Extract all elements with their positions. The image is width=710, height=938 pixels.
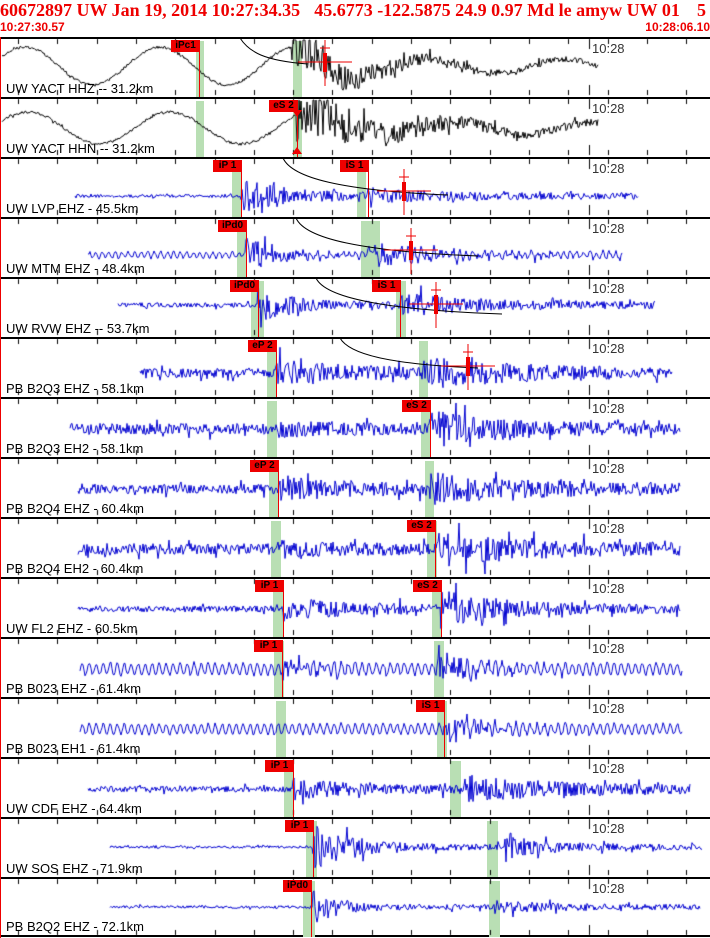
trace-panel-12[interactable]: iS 1 PB B023 EH1 - 61.4km 10:28: [0, 697, 710, 757]
pick-time-line: [430, 412, 431, 457]
pick-flag-eS-2[interactable]: eS 2: [269, 100, 298, 112]
pick-time-line: [444, 712, 445, 757]
phase-window-band: [293, 41, 302, 97]
minute-tick-label: 10:28: [592, 341, 625, 356]
trace-panel-10[interactable]: iP 1 eS 2 UW FL2 EHZ - 60.5km 10:28: [0, 577, 710, 637]
minute-tick-label: 10:28: [592, 221, 625, 236]
phase-window-band: [489, 881, 500, 937]
pick-flag-iS-1[interactable]: iS 1: [372, 280, 401, 292]
trace-panel-11[interactable]: iP 1 PB B023 EHZ - 61.4km 10:28: [0, 637, 710, 697]
pick-time-line: [368, 172, 369, 217]
pick-time-line: [435, 532, 436, 577]
phase-window-band: [267, 401, 277, 457]
pick-time-line: [311, 892, 312, 937]
pick-flag-iP-1[interactable]: iP 1: [213, 160, 242, 172]
pick-time-line: [297, 112, 298, 157]
trace-panel-7[interactable]: eS 2 PB B2Q3 EH2 - 58.1km 10:28: [0, 397, 710, 457]
phase-window-band: [425, 461, 434, 517]
station-label: PB B023 EH1 - 61.4km: [6, 741, 141, 756]
pick-flag-eS-2[interactable]: eS 2: [402, 400, 431, 412]
phase-window-band: [450, 761, 461, 817]
minute-tick-label: 10:28: [592, 401, 625, 416]
trace-panel-8[interactable]: eP 2 PB B2Q4 EHZ - 60.4km 10:28: [0, 457, 710, 517]
pick-time-line: [258, 292, 259, 337]
station-label: PB B2Q4 EH2 - 60.4km: [6, 561, 144, 576]
phase-window-band: [487, 821, 498, 877]
minute-tick-label: 10:28: [592, 581, 625, 596]
trace-panel-13[interactable]: iP 1 UW CDF EHZ - 64.4km 10:28: [0, 757, 710, 817]
trace-panel-2[interactable]: eS 2 UW YACT HHN -- 31.2km 10:28: [0, 97, 710, 157]
pick-flag-eS-2[interactable]: eS 2: [413, 580, 442, 592]
minute-tick-label: 10:28: [592, 521, 625, 536]
station-label: UW FL2 EHZ - 60.5km: [6, 621, 138, 636]
pick-time-line: [241, 172, 242, 217]
pick-flag-eP-2[interactable]: eP 2: [248, 340, 277, 352]
pick-time-line: [283, 592, 284, 637]
trace-panel-3[interactable]: iP 1 iS 1 UW LVP EHZ - 45.5km 10:28: [0, 157, 710, 217]
pick-time-line: [246, 232, 247, 277]
station-label: UW CDF EHZ - 64.4km: [6, 801, 142, 816]
pick-time-line: [199, 52, 200, 97]
pick-flag-iPd0[interactable]: iPd0: [283, 880, 312, 892]
station-label: UW YACT HHN -- 31.2km: [6, 141, 155, 156]
pick-flag-iS-1[interactable]: iS 1: [416, 700, 445, 712]
pick-flag-eS-2[interactable]: eS 2: [407, 520, 436, 532]
minute-tick-label: 10:28: [592, 281, 625, 296]
pick-time-line: [278, 472, 279, 517]
station-label: UW YACT HHZ -- 31.2km: [6, 81, 154, 96]
phase-window-band: [419, 341, 428, 397]
pick-flag-iPd0[interactable]: iPd0: [230, 280, 259, 292]
trace-panel-1[interactable]: iPc1 UW YACT HHZ -- 31.2km 10:28: [0, 37, 710, 97]
phase-window-band: [196, 101, 204, 157]
minute-tick-label: 10:28: [592, 821, 625, 836]
minute-tick-label: 10:28: [592, 881, 625, 896]
trace-panel-9[interactable]: eS 2 PB B2Q4 EH2 - 60.4km 10:28: [0, 517, 710, 577]
station-label: PB B2Q3 EHZ - 58.1km: [6, 381, 144, 396]
pick-time-line: [282, 652, 283, 697]
phase-window-band: [361, 221, 380, 277]
phase-window-band: [271, 521, 281, 577]
phase-window-band: [434, 641, 444, 697]
pick-flag-eP-2[interactable]: eP 2: [250, 460, 279, 472]
station-label: UW LVP EHZ - 45.5km: [6, 201, 139, 216]
pick-time-line: [441, 592, 442, 637]
station-label: UW MTM EHZ - 48.4km: [6, 261, 145, 276]
minute-tick-label: 10:28: [592, 641, 625, 656]
window-start-cursor: [0, 37, 1, 938]
trace-panel-5[interactable]: iPd0 iS 1 UW RVW EHZ -- 53.7km 10:28: [0, 277, 710, 337]
trace-panel-15[interactable]: iPd0 PB B2Q2 EHZ - 72.1km 10:28: [0, 877, 710, 937]
station-label: UW RVW EHZ -- 53.7km: [6, 321, 150, 336]
pick-time-line: [313, 832, 314, 877]
minute-tick-label: 10:28: [592, 41, 625, 56]
pick-time-line: [276, 352, 277, 397]
pick-flag-iP-1[interactable]: iP 1: [285, 820, 314, 832]
minute-tick-label: 10:28: [592, 701, 625, 716]
station-label: PB B2Q2 EHZ - 72.1km: [6, 919, 144, 934]
minute-tick-label: 10:28: [592, 461, 625, 476]
pick-flag-iP-1[interactable]: iP 1: [255, 580, 284, 592]
pick-time-line: [400, 292, 401, 337]
trace-panel-6[interactable]: eP 2 PB B2Q3 EHZ - 58.1km 10:28: [0, 337, 710, 397]
minute-tick-label: 10:28: [592, 761, 625, 776]
minute-tick-label: 10:28: [592, 161, 625, 176]
station-label: PB B2Q4 EHZ - 60.4km: [6, 501, 144, 516]
phase-window-band: [276, 701, 286, 757]
pick-time-line: [293, 772, 294, 817]
station-label: UW SOS EHZ - 71.9km: [6, 861, 143, 876]
station-label: PB B2Q3 EH2 - 58.1km: [6, 441, 144, 456]
pick-flag-iP-1[interactable]: iP 1: [265, 760, 294, 772]
pick-flag-iPc1[interactable]: iPc1: [171, 40, 200, 52]
minute-tick-label: 10:28: [592, 101, 625, 116]
trace-panel-14[interactable]: iP 1 UW SOS EHZ - 71.9km 10:28: [0, 817, 710, 877]
pick-flag-iS-1[interactable]: iS 1: [340, 160, 369, 172]
pick-flag-iPd0[interactable]: iPd0: [218, 220, 247, 232]
station-label: PB B023 EHZ - 61.4km: [6, 681, 142, 696]
pick-flag-iP-1[interactable]: iP 1: [254, 640, 283, 652]
trace-panel-4[interactable]: iPd0 UW MTM EHZ - 48.4km 10:28: [0, 217, 710, 277]
